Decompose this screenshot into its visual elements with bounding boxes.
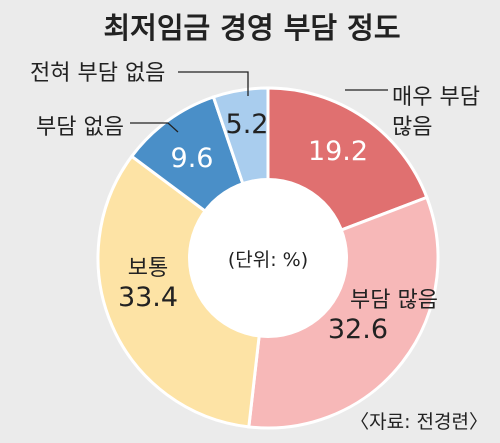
slice-value-2: 33.4 bbox=[118, 282, 178, 313]
source-note: 〈자료: 전경련〉 bbox=[350, 411, 488, 433]
slice-label-4: 전혀 부담 없음 bbox=[30, 61, 165, 86]
slice-value-0: 19.2 bbox=[308, 136, 368, 167]
donut-hole bbox=[188, 178, 348, 338]
slice-value-1: 32.6 bbox=[328, 314, 388, 345]
slice-value-3: 9.6 bbox=[171, 143, 214, 174]
slice-label-0-line-0: 매우 부담 bbox=[392, 85, 480, 110]
unit-note: (단위: %) bbox=[228, 249, 308, 271]
leader-line-4 bbox=[178, 71, 249, 96]
slice-label-1: 부담 많음 bbox=[350, 288, 438, 313]
leader-lines bbox=[130, 71, 388, 133]
slice-value-4: 5.2 bbox=[226, 109, 269, 140]
chart-title: 최저임금 경영 부담 정도 bbox=[103, 11, 400, 45]
slice-label-2: 보통 bbox=[128, 256, 168, 281]
slice-label-0-line-1: 많음 bbox=[392, 115, 432, 140]
slice-label-3: 부담 없음 bbox=[36, 115, 124, 140]
slice-2 bbox=[96, 154, 270, 429]
leader-line-3 bbox=[130, 122, 179, 133]
